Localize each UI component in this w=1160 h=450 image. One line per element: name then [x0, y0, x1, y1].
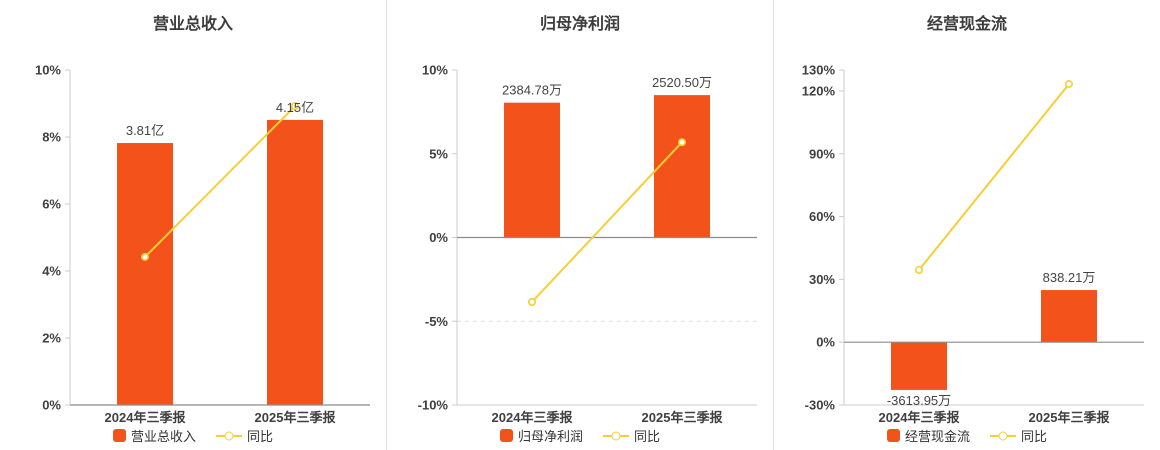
chart-legend: 经营现金流 同比 [774, 426, 1160, 445]
y-tick-label: 0% [429, 230, 448, 245]
y-tick-label: -10% [418, 398, 449, 413]
legend-item-line-series[interactable]: 同比 [216, 426, 273, 445]
bar-value-label: 838.21万 [1043, 270, 1096, 285]
y-tick-label: 90% [809, 146, 835, 161]
revenue-chart: 0% 2% 4% 6% 8% 10% 3.81亿 4.15亿 2024年三季报 2025年三季报 [35, 63, 370, 425]
bar-value-label: 2520.50万 [652, 75, 712, 90]
x-category-label: 2024年三季报 [492, 410, 574, 425]
panel-revenue: 营业总收入 0% 2% 4% 6% 8% 10% 3.81亿 4.15亿 2024年三季报 202… [0, 0, 386, 450]
y-tick-label: 10% [35, 63, 61, 78]
y-tick-label: 60% [809, 209, 835, 224]
bar-value-label: 2384.78万 [502, 83, 562, 98]
yoy-line [144, 105, 296, 258]
yoy-point-2025年三季报[interactable] [290, 102, 299, 111]
legend-label: 归母净利润 [517, 429, 583, 444]
y-tick-label: 130% [802, 63, 836, 78]
legend-item-line-series[interactable]: 同比 [603, 426, 660, 445]
yoy-point-2024年三季报[interactable] [528, 297, 537, 306]
legend-label: 营业总收入 [130, 429, 196, 444]
bar-series-swatch-icon [499, 429, 513, 442]
bar-2025年三季报[interactable] [654, 95, 710, 238]
y-tick-label: 30% [809, 272, 835, 287]
yoy-point-2024年三季报[interactable] [141, 252, 150, 261]
legend-item-bar-series[interactable]: 归母净利润 [499, 426, 583, 445]
yoy-line [918, 83, 1070, 271]
y-tick-label: 2% [42, 331, 61, 346]
y-tick-label: 0% [42, 398, 61, 413]
x-category-label: 2024年三季报 [105, 410, 187, 425]
cash-flow-chart: -30% 0% 30% 60% 90% 120% 130% -3613.95万 838.21万 2… [802, 63, 1144, 425]
y-tick-label: 10% [422, 63, 448, 78]
y-tick-label: 0% [816, 335, 835, 350]
chart-title: 归母净利润 [539, 16, 620, 33]
bar-2025年三季报[interactable] [267, 119, 323, 405]
x-category-label: 2025年三季报 [642, 410, 724, 425]
chart-legend: 归母净利润 同比 [387, 426, 773, 445]
chart-legend: 营业总收入 同比 [0, 426, 386, 445]
line-series-marker-icon [216, 430, 242, 441]
legend-label: 经营现金流 [904, 429, 970, 444]
net-profit-chart: -10% -5% 0% 5% 10% 2384.78万 2520.50万 2024年三季报 20… [418, 63, 757, 425]
bar-series-swatch-icon [886, 429, 900, 442]
panel-operating-cash-flow: 经营现金流 -30% 0% 30% 60% 90% 120% 130% -3613.95万 83… [773, 0, 1160, 450]
yoy-point-2025年三季报[interactable] [1064, 80, 1073, 89]
yoy-point-2024年三季报[interactable] [915, 265, 924, 274]
yoy-point-2025年三季报[interactable] [677, 138, 686, 147]
legend-label: 同比 [1021, 429, 1048, 444]
y-tick-label: 5% [429, 146, 448, 161]
legend-item-line-series[interactable]: 同比 [990, 426, 1047, 445]
bar-value-label: -3613.95万 [887, 393, 951, 408]
bar-2025年三季报[interactable] [1041, 290, 1097, 343]
y-tick-label: -5% [425, 314, 449, 329]
bar-series-swatch-icon [112, 429, 126, 442]
bar-value-label: 3.81亿 [126, 123, 164, 138]
line-series-marker-icon [990, 430, 1016, 441]
panel-net-profit: 归母净利润 -10% -5% 0% 5% 10% 2384.78万 2520.50万 2024… [386, 0, 773, 450]
x-category-label: 2025年三季报 [255, 410, 337, 425]
x-category-label: 2024年三季报 [879, 410, 961, 425]
line-series-marker-icon [603, 430, 629, 441]
chart-title: 营业总收入 [152, 16, 233, 33]
bar-2024年三季报[interactable] [504, 102, 560, 238]
y-tick-label: 4% [42, 264, 61, 279]
y-tick-label: 8% [42, 130, 61, 145]
legend-label: 同比 [247, 429, 274, 444]
y-tick-label: -30% [805, 398, 836, 413]
yoy-line [531, 141, 683, 303]
legend-label: 同比 [634, 429, 661, 444]
chart-title: 经营现金流 [926, 16, 1007, 33]
legend-item-bar-series[interactable]: 营业总收入 [112, 426, 196, 445]
bar-2024年三季报[interactable] [891, 342, 947, 390]
x-category-label: 2025年三季报 [1029, 410, 1111, 425]
bar-2024年三季报[interactable] [117, 143, 173, 405]
y-tick-label: 120% [802, 83, 836, 98]
bar-value-label: 4.15亿 [276, 100, 314, 115]
y-tick-label: 6% [42, 197, 61, 212]
legend-item-bar-series[interactable]: 经营现金流 [886, 426, 970, 445]
